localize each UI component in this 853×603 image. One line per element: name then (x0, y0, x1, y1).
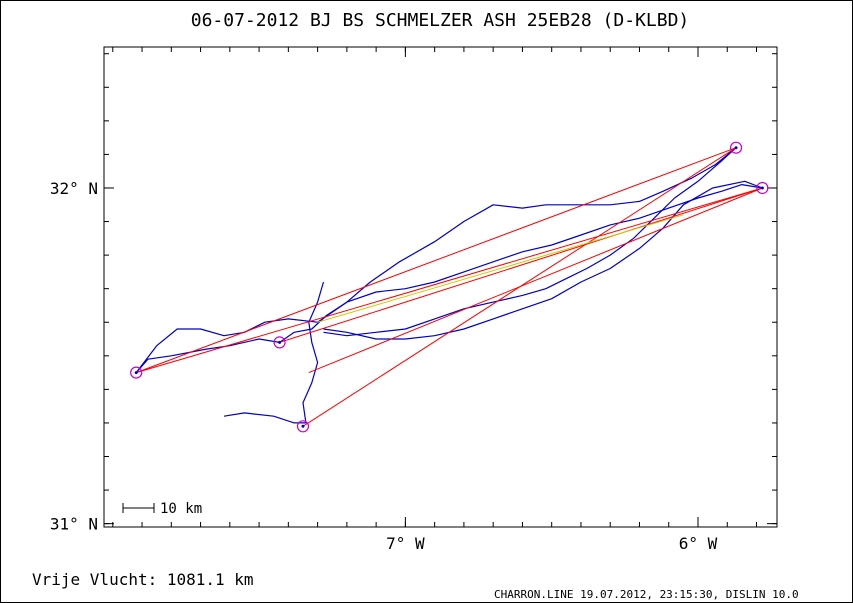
turnpoint-1 (273, 336, 286, 349)
turnpoint-center-2 (301, 424, 305, 428)
flight-tracks (135, 147, 763, 424)
track-series-4 (223, 281, 325, 424)
credit-label: CHARRON.LINE 19.07.2012, 23:15:30, DISLI… (494, 588, 799, 601)
y-tick-label-0: 32° N (50, 179, 98, 198)
task-leg-1 (136, 187, 763, 374)
y-tick-label-1: 31° N (50, 515, 98, 534)
x-tick-label-1: 6° W (679, 534, 718, 553)
turnpoint-0 (130, 366, 143, 379)
task-leg-0 (136, 147, 737, 374)
track-series-1 (135, 147, 737, 373)
track-series-3 (323, 180, 763, 340)
turnpoint-2 (296, 420, 310, 433)
turnpoint-center-3 (734, 146, 738, 150)
scale-bar: 10 km (122, 501, 202, 517)
task-leg-2 (279, 187, 763, 343)
turnpoint-3 (729, 141, 743, 154)
turnpoint-center-0 (134, 371, 138, 375)
distance-label: Vrije Vlucht: 1081.1 km (32, 570, 254, 589)
scale-bar-label: 10 km (160, 501, 202, 517)
score-leg (317, 214, 684, 323)
task-leg-4 (308, 187, 763, 374)
x-tick-label-0: 7° W (386, 534, 425, 553)
track-series-0 (135, 184, 763, 373)
turnpoints (130, 141, 769, 433)
tick-labels: 7° W 6° W 32° N 31° N (50, 179, 718, 553)
task-legs (136, 147, 763, 427)
turnpoint-4 (756, 181, 769, 195)
turnpoint-center-1 (278, 340, 282, 344)
turnpoint-center-4 (760, 186, 764, 190)
track-series-2 (323, 147, 737, 337)
chart-title: 06-07-2012 BJ BS SCHMELZER ASH 25EB28 (D… (191, 10, 690, 31)
plot-frame (103, 46, 778, 528)
score-leg-line (317, 214, 684, 323)
major-ticks (104, 47, 777, 527)
